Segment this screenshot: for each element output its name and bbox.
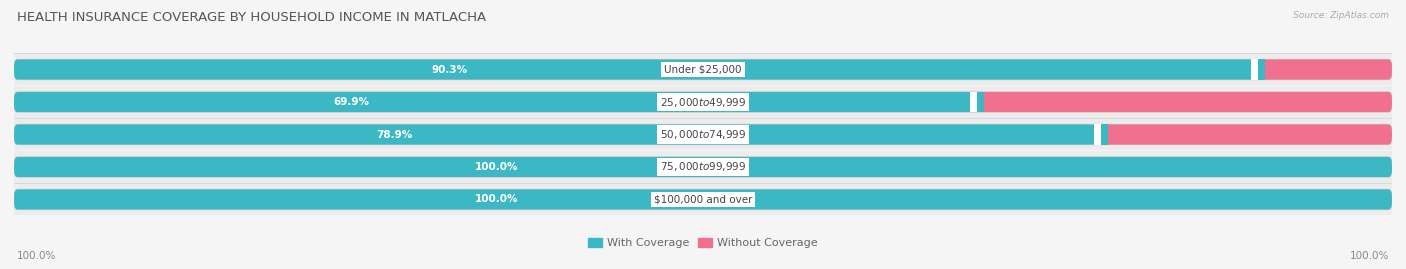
Text: HEALTH INSURANCE COVERAGE BY HOUSEHOLD INCOME IN MATLACHA: HEALTH INSURANCE COVERAGE BY HOUSEHOLD I… xyxy=(17,11,486,24)
Bar xyxy=(1094,125,1102,144)
Text: $50,000 to $74,999: $50,000 to $74,999 xyxy=(659,128,747,141)
FancyBboxPatch shape xyxy=(14,125,1392,144)
Text: $100,000 and over: $100,000 and over xyxy=(654,194,752,204)
Text: 100.0%: 100.0% xyxy=(17,251,56,261)
Text: 78.9%: 78.9% xyxy=(377,129,413,140)
FancyBboxPatch shape xyxy=(14,59,1392,80)
Bar xyxy=(1101,125,1108,144)
Bar xyxy=(1257,59,1265,80)
FancyBboxPatch shape xyxy=(14,189,1392,210)
Text: 100.0%: 100.0% xyxy=(1350,251,1389,261)
Bar xyxy=(970,92,979,112)
FancyBboxPatch shape xyxy=(14,157,1392,177)
FancyBboxPatch shape xyxy=(977,92,1392,112)
FancyBboxPatch shape xyxy=(14,92,977,112)
Text: 90.3%: 90.3% xyxy=(432,65,468,75)
FancyBboxPatch shape xyxy=(14,189,1392,210)
FancyBboxPatch shape xyxy=(14,151,1392,183)
FancyBboxPatch shape xyxy=(14,183,1392,215)
FancyBboxPatch shape xyxy=(1258,59,1392,80)
FancyBboxPatch shape xyxy=(14,59,1258,80)
Text: $75,000 to $99,999: $75,000 to $99,999 xyxy=(659,161,747,174)
Text: 100.0%: 100.0% xyxy=(475,194,517,204)
Text: Under $25,000: Under $25,000 xyxy=(664,65,742,75)
FancyBboxPatch shape xyxy=(1101,125,1392,144)
Text: $25,000 to $49,999: $25,000 to $49,999 xyxy=(659,95,747,108)
Text: Source: ZipAtlas.com: Source: ZipAtlas.com xyxy=(1294,11,1389,20)
FancyBboxPatch shape xyxy=(14,86,1392,118)
Text: 69.9%: 69.9% xyxy=(333,97,370,107)
FancyBboxPatch shape xyxy=(14,157,1392,177)
FancyBboxPatch shape xyxy=(14,119,1392,150)
Bar xyxy=(1251,59,1260,80)
Text: 100.0%: 100.0% xyxy=(475,162,517,172)
FancyBboxPatch shape xyxy=(14,54,1392,86)
Bar xyxy=(977,92,984,112)
FancyBboxPatch shape xyxy=(14,125,1101,144)
FancyBboxPatch shape xyxy=(14,92,1392,112)
Legend: With Coverage, Without Coverage: With Coverage, Without Coverage xyxy=(583,233,823,253)
